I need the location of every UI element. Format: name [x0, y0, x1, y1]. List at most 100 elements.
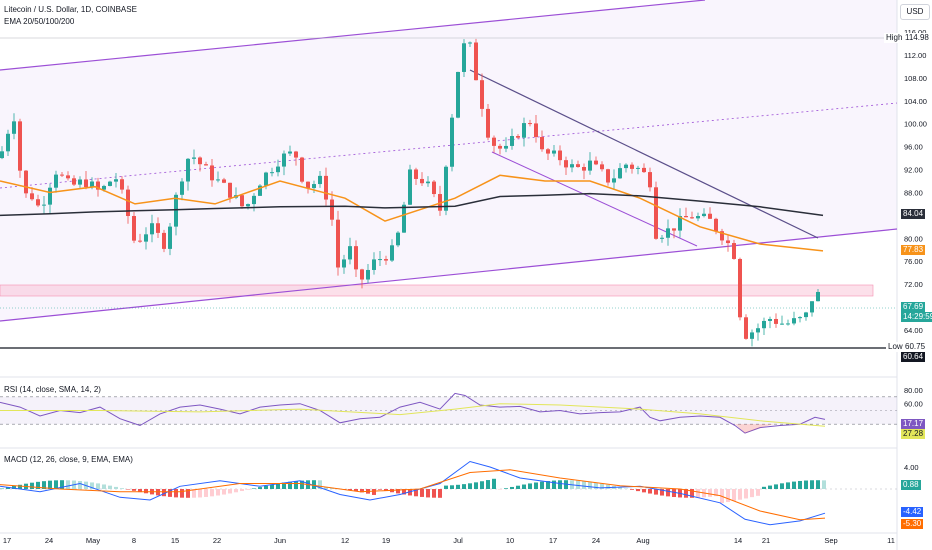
macd-histogram-bar	[6, 487, 10, 489]
candle-body	[102, 185, 106, 190]
low-value: 60.75	[903, 342, 928, 352]
high-label: High	[884, 33, 905, 43]
macd-histogram-bar	[132, 489, 136, 491]
candle-body	[546, 149, 550, 154]
candle-body	[408, 169, 412, 205]
candle-body	[144, 234, 148, 242]
candle-body	[804, 312, 808, 318]
candle-body	[792, 318, 796, 324]
candle-body	[282, 153, 286, 167]
last-price-tag: 67.69	[901, 302, 926, 312]
macd-histogram-bar	[630, 489, 634, 490]
low-value-2: 60.64	[901, 352, 926, 362]
rsi-legend: RSI (14, close, SMA, 14, 2)	[4, 385, 101, 394]
candle-body	[402, 204, 406, 233]
macd-histogram-bar	[372, 489, 376, 495]
macd-histogram-bar	[462, 484, 466, 489]
macd-histogram-bar	[684, 489, 688, 498]
candle-body	[312, 184, 316, 189]
chart-background	[0, 0, 897, 321]
candle-body	[708, 213, 712, 219]
macd-histogram-bar	[354, 489, 358, 492]
candle-body	[204, 164, 208, 166]
macd-histogram-bar	[780, 483, 784, 489]
candle-body	[684, 216, 688, 218]
low-label: Low	[886, 342, 905, 352]
candle-body	[666, 228, 670, 238]
candle-body	[744, 317, 748, 339]
candle-body	[180, 181, 184, 195]
channel-fill	[0, 0, 897, 321]
trend-channel	[0, 0, 898, 349]
rsi-tick-label: 80.00	[904, 386, 923, 395]
candle-body	[690, 217, 694, 219]
candle-body	[324, 175, 328, 200]
time-tick-label: 15	[171, 536, 179, 545]
candle-body	[246, 204, 250, 207]
price-tick-label: 100.00	[904, 120, 927, 129]
macd-histogram-bar	[636, 489, 640, 492]
candle-body	[174, 194, 178, 227]
ema-orange-line	[0, 174, 824, 252]
macd-histogram-bar	[606, 484, 610, 489]
time-tick-label: 14	[734, 536, 742, 545]
price-tick-label: 80.00	[904, 234, 923, 243]
candle-body	[564, 160, 568, 168]
macd-histogram-bar	[552, 480, 556, 489]
candle-body	[810, 301, 814, 313]
macd-histogram-bar	[144, 489, 148, 494]
candle-body	[696, 216, 700, 219]
macd-histogram-bar	[312, 480, 316, 489]
macd-histogram-bar	[810, 480, 814, 489]
currency-button[interactable]: USD	[900, 4, 930, 20]
candle-body	[450, 117, 454, 167]
candle-body	[432, 181, 436, 195]
macd-histogram-bar	[756, 489, 760, 496]
ema-legend: EMA 20/50/100/200	[4, 17, 75, 26]
time-tick-label: 21	[762, 536, 770, 545]
macd-histogram-bar	[498, 489, 502, 490]
high-value: 114.98	[903, 33, 931, 43]
candle-body	[150, 223, 154, 235]
time-tick-label: Sep	[824, 536, 837, 545]
candle-body	[786, 323, 790, 325]
candle-body	[444, 166, 448, 211]
macd-histogram-bar	[546, 481, 550, 489]
macd-histogram-bar	[504, 488, 508, 489]
candle-body	[702, 213, 706, 217]
candle-body	[780, 323, 784, 325]
candle-body	[576, 164, 580, 168]
macd-histogram-bar	[78, 480, 82, 489]
macd-histogram-bar	[582, 481, 586, 489]
macd-histogram-bar	[696, 489, 700, 498]
price-tick-label: 76.00	[904, 257, 923, 266]
rsi-oversold-fill	[735, 424, 775, 434]
time-tick-label: 17	[549, 536, 557, 545]
candle-body	[318, 175, 322, 185]
candle-body	[396, 232, 400, 246]
candle-body	[18, 121, 22, 171]
candle-body	[534, 123, 538, 137]
macd-histogram-bar	[510, 486, 514, 489]
signal-line	[0, 469, 826, 521]
candle-body	[588, 160, 592, 171]
macd-histogram-bar	[804, 480, 808, 489]
macd-histogram-bar	[42, 481, 46, 489]
candle-body	[360, 269, 364, 280]
macd-histogram-bar	[216, 489, 220, 496]
candle-body	[474, 42, 478, 81]
macd-histogram-bar	[348, 489, 352, 491]
macd-histogram-bar	[396, 489, 400, 494]
macd-histogram-bar	[0, 488, 4, 490]
macd-histogram-bar	[66, 480, 70, 489]
macd-histogram-bar	[762, 486, 766, 489]
time-tick-label: 24	[45, 536, 53, 545]
time-tick-label: May	[86, 536, 100, 545]
candle-body	[480, 80, 484, 109]
macd-histogram-bar	[426, 489, 430, 498]
macd-histogram-bar	[264, 485, 268, 489]
ema-black-line	[0, 192, 824, 217]
macd-tick-label: 4.00	[904, 463, 919, 472]
candle-body	[54, 174, 58, 188]
